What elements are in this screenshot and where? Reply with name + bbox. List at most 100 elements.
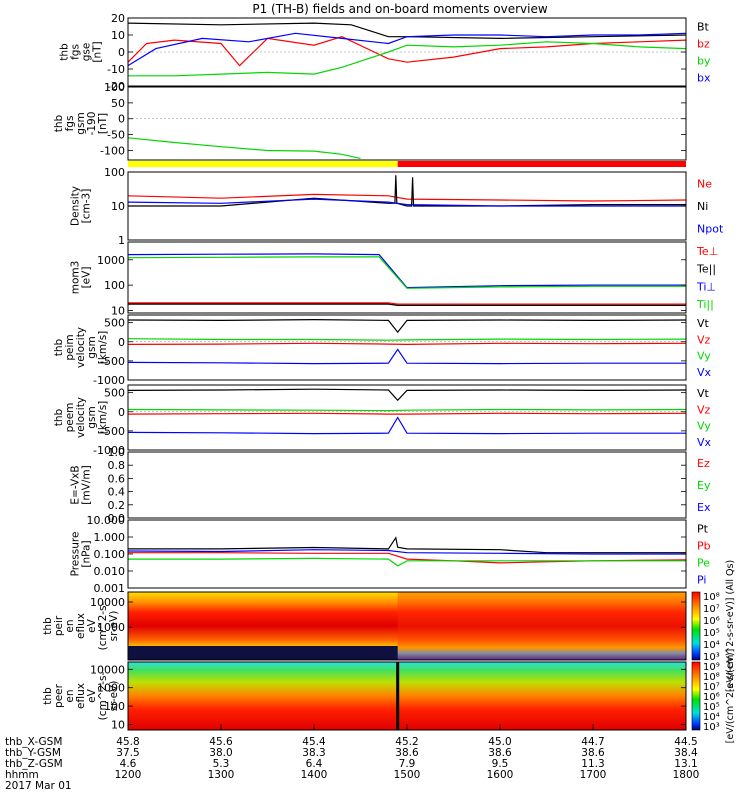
- colorbar-tick-label: 10⁵: [703, 628, 720, 639]
- y-tick-label: 20: [111, 12, 125, 25]
- y-tick-label: 0.4: [108, 486, 126, 499]
- y-axis-label: (cm^2-s-: [97, 601, 109, 650]
- colorbar-tick-label: 10⁵: [703, 702, 720, 713]
- y-axis-label: fgs: [64, 116, 76, 132]
- y-tick-label: -1000: [93, 444, 125, 457]
- y-tick-label: 0: [118, 406, 125, 419]
- y-tick-label: 1000: [97, 621, 125, 634]
- x-tick-value: 1500: [394, 769, 421, 781]
- panel-frame: [127, 384, 687, 451]
- y-axis-label: peer: [53, 683, 65, 708]
- x-tick-value: 45.8: [116, 736, 139, 748]
- legend-label: Ti||: [696, 298, 714, 311]
- y-axis-label: (cm^2-s-: [97, 671, 109, 720]
- x-tick-value: 11.3: [581, 758, 604, 770]
- x-tick-value: 45.4: [302, 736, 326, 748]
- y-tick-label: 1: [118, 234, 125, 247]
- colorbar-tick-label: 10³: [703, 652, 720, 663]
- plot-title: P1 (TH-B) fields and on-board moments ov…: [252, 2, 548, 16]
- colorbar: [691, 591, 701, 661]
- y-tick-label: 10000: [90, 596, 125, 609]
- y-tick-label: 10000: [90, 663, 125, 676]
- colorbar-title: [eV/(cm^2-s-sr-eV)] (All Qs): [725, 560, 736, 692]
- y-tick-label: 500: [104, 317, 125, 330]
- x-tick-value: 1400: [301, 769, 328, 781]
- x-tick-value: 45.6: [209, 736, 233, 748]
- y-axis-label: thb: [59, 43, 71, 61]
- y-axis-label: velocity: [75, 327, 87, 368]
- y-axis-label: Density: [70, 186, 82, 226]
- series-line-te-: [128, 303, 686, 306]
- y-tick-label: 100: [104, 166, 125, 179]
- y-axis-label: fgs: [70, 44, 82, 60]
- legend-label: Bt: [697, 21, 710, 34]
- x-tick-value: 37.5: [116, 747, 139, 759]
- y-tick-label: 10.000: [87, 514, 126, 527]
- y-tick-label: 100: [104, 700, 125, 713]
- y-tick-label: 100: [104, 81, 125, 94]
- series-line-vt: [127, 388, 687, 402]
- series-line-ti-: [127, 256, 686, 289]
- series-line-pt: [128, 536, 686, 554]
- y-axis-label: gsm: [86, 406, 98, 428]
- x-tick-value: 13.1: [674, 758, 697, 770]
- y-axis-label: peem: [64, 403, 76, 433]
- legend-label: Vz: [697, 333, 711, 346]
- y-axis-label: thb: [53, 114, 65, 132]
- y-tick-label: 0.8: [108, 459, 126, 472]
- y-axis-label: [nT]: [97, 113, 109, 134]
- panel-frame: [127, 314, 687, 381]
- x-row-label: thb_Z-GSM: [5, 758, 63, 770]
- legend-label: Npot: [697, 223, 724, 236]
- series-line-by: [128, 41, 687, 77]
- panel-4: 1000 100 10 mom3 [eV] Te⊥ Te|| Ti⊥ Ti||: [70, 241, 718, 318]
- x-tick-value: 38.6: [395, 747, 419, 759]
- series-line-vy: [127, 408, 687, 412]
- y-tick-label: 1.0: [108, 446, 126, 459]
- spectrogram-low-band: [128, 646, 398, 660]
- x-tick-value: 45.0: [488, 736, 511, 748]
- legend-label: Te⊥: [696, 245, 718, 258]
- x-tick-value: 38.3: [302, 747, 325, 759]
- series-line-trace: [127, 137, 361, 159]
- colorbar: [691, 661, 701, 731]
- x-row-label: hhmm: [5, 769, 39, 781]
- colorbar-tick-label: 10⁴: [703, 712, 720, 723]
- y-tick-label: 0.100: [94, 548, 126, 561]
- y-tick-label: 1.000: [94, 531, 126, 544]
- legend-label: Ti⊥: [696, 280, 716, 293]
- legend-label: Vt: [697, 387, 710, 400]
- y-tick-label: -10: [107, 63, 125, 76]
- y-tick-label: -500: [100, 425, 125, 438]
- panel-3: 100 10 1 Density [cm-3] Ne Ni Npot: [70, 166, 724, 247]
- y-tick-label: 10: [111, 29, 125, 42]
- x-row-label: thb_Y-GSM: [5, 747, 61, 759]
- y-axis-label: gsm: [86, 336, 98, 358]
- y-axis-label: [nT]: [92, 41, 104, 62]
- colorbar-tick-label: 10⁴: [703, 640, 720, 651]
- legend-label: Pb: [697, 540, 711, 553]
- y-axis-label: peir: [53, 615, 65, 636]
- series-line-te-: [128, 302, 686, 305]
- y-axis-label: -190: [86, 112, 98, 136]
- colorbar-tick-label: 10⁸: [703, 672, 720, 683]
- mode-bar-segment: [397, 161, 686, 167]
- y-axis-label: [eV]: [81, 267, 93, 289]
- series-line-pe: [128, 557, 686, 567]
- x-tick-value: 38.4: [674, 747, 698, 759]
- y-tick-label: 1000: [97, 254, 125, 267]
- y-axis-label: [cm-3]: [81, 189, 93, 224]
- legend-label: by: [697, 55, 711, 68]
- x-tick-value: 38.6: [488, 747, 512, 759]
- series-line-bt: [127, 22, 687, 40]
- colorbar-tick-label: 10⁶: [703, 692, 720, 703]
- colorbar-tick-label: 10⁷: [703, 682, 720, 693]
- series-line-vt: [127, 318, 687, 334]
- panel-frame: [127, 451, 687, 519]
- panel-6: 500 0 -500 -1000 thb peem velocity gsm [km/s] Vt V…: [53, 384, 712, 457]
- legend-label: bx: [697, 72, 711, 85]
- y-axis-label: velocity: [75, 397, 87, 438]
- legend-label: Ni: [697, 200, 708, 213]
- legend-label: Te||: [696, 263, 716, 276]
